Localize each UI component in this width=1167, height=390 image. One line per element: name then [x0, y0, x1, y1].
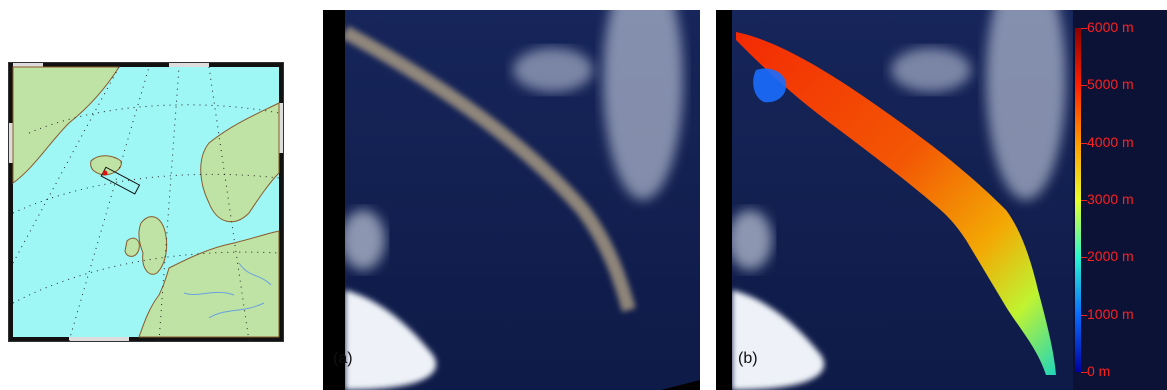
cloud-band — [603, 10, 683, 200]
satellite-image-a: (a) — [323, 10, 700, 390]
colorbar-tick — [1081, 314, 1087, 316]
british-isles-land — [138, 216, 168, 275]
plume-height-overlay — [736, 32, 1056, 375]
colorbar-tick-label: 4000 m — [1087, 133, 1134, 150]
satellite-image-a-svg — [323, 10, 700, 390]
ash-plume — [341, 25, 636, 313]
map-frame-right — [279, 63, 283, 341]
satellite-image-b: (b) — [716, 10, 1073, 390]
colorbar-tick — [1081, 257, 1087, 259]
continental-europe-land — [138, 230, 280, 338]
graticule — [12, 66, 280, 341]
colorbar-tick-label: 1000 m — [1087, 305, 1134, 322]
colorbar-tick-label: 3000 m — [1087, 191, 1134, 207]
map-frame-left — [9, 63, 13, 341]
map-frame-bottom — [9, 337, 283, 341]
colorbar-gradient — [1075, 28, 1081, 372]
volcano-marker — [102, 170, 108, 176]
map-frame-top — [9, 63, 283, 67]
low-plume-patch — [753, 68, 787, 103]
snow-cover — [345, 290, 437, 390]
locator-map-svg — [9, 63, 283, 341]
colorbar-tick — [1081, 372, 1087, 373]
iceland-land — [90, 155, 122, 176]
colorbar-tick — [1081, 85, 1087, 87]
satellite-image-b-svg — [716, 10, 1073, 390]
colorbar-tick — [1081, 142, 1087, 144]
panel-label-b: (b) — [738, 350, 758, 367]
colorbar-tick — [1081, 28, 1087, 29]
ireland-land — [124, 237, 140, 257]
rivers — [183, 262, 272, 319]
greenland-land — [12, 66, 120, 184]
scandinavia-land — [200, 102, 280, 223]
height-colorbar: 6000 m 5000 m 4000 m 3000 m 2000 m 1000 m 0 m — [1073, 10, 1167, 390]
colorbar-tick-label: 5000 m — [1087, 76, 1134, 93]
colorbar-tick-label: 6000 m — [1087, 19, 1134, 35]
colorbar-tick-label: 2000 m — [1087, 248, 1134, 265]
colorbar-tick-label: 0 m — [1087, 363, 1111, 379]
colorbar-tick — [1081, 200, 1087, 201]
locator-map — [8, 62, 284, 342]
panel-label-a: (a) — [333, 350, 353, 367]
